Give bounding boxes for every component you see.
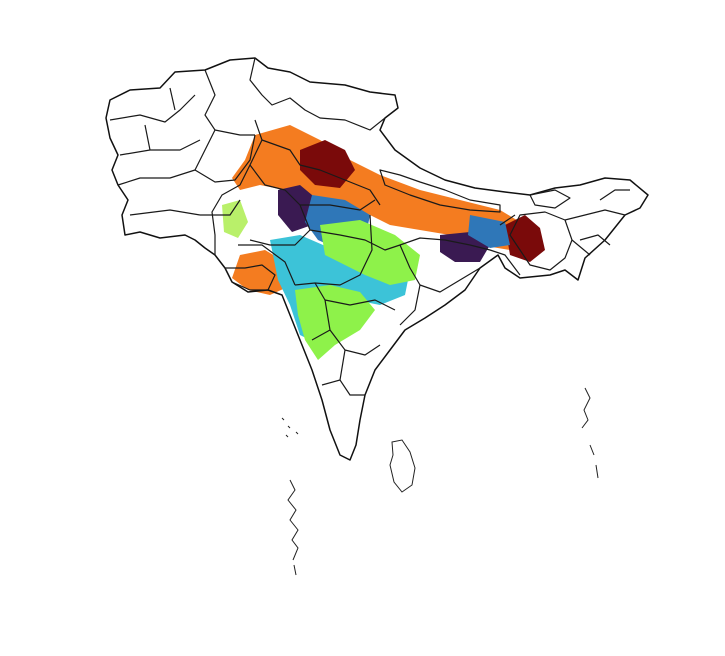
region-green-gujarat [222,200,248,238]
border-india-pak [211,119,263,255]
region-green-maharashtra [295,285,375,360]
andaman-islands [581,387,599,479]
border-bangladesh [509,211,573,271]
border-india-states [238,139,630,396]
border-nepal [379,169,501,213]
border-pak-internal [129,129,256,216]
border-bhutan [529,189,571,209]
region-darkred-punjab [300,140,355,188]
south-asia-outline [105,57,649,461]
sri-lanka-outline [389,439,416,493]
border-afg-pak [117,69,216,186]
lakshadweep-dots [281,417,299,438]
maldives-chain [287,479,299,576]
border-gujarat-coast [224,264,276,291]
region-blue-east [468,215,510,248]
borders-layer [105,57,649,461]
data-layer [222,125,545,360]
islands-layer [281,387,599,576]
border-kashmir [249,57,386,131]
region-darkred-bengal [505,215,545,262]
border-afg-internal [109,87,201,156]
